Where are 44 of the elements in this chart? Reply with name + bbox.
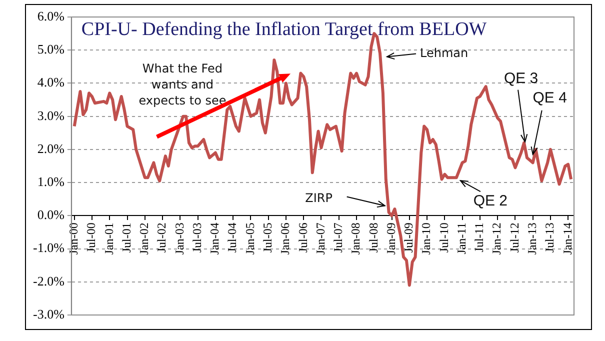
- x-tick-label: Jan-04: [208, 222, 222, 255]
- x-tick-label: Jan-01: [102, 222, 116, 255]
- x-tick-label: Jan-11: [454, 222, 468, 254]
- x-tick-label: Jan-08: [348, 222, 363, 255]
- x-tick-label: Jul-12: [507, 222, 522, 253]
- y-tick-label: 6.0%: [37, 8, 65, 24]
- annotation: QE 3: [504, 70, 538, 87]
- x-tick-label: Jan-05: [242, 222, 257, 255]
- x-tick-label: Jan-13: [525, 222, 540, 255]
- x-tick-label: Jul-00: [84, 222, 98, 253]
- y-tick-label: -3.0%: [32, 306, 65, 322]
- x-tick-label: Jul-03: [190, 222, 204, 253]
- x-tick-label: Jul-06: [296, 222, 310, 253]
- x-tick-label: Jul-11: [472, 222, 486, 252]
- y-tick-label: 2.0%: [37, 140, 65, 156]
- annotation: QE 4: [532, 90, 567, 107]
- annotation: QE 2: [473, 192, 508, 210]
- y-tick-label: 5.0%: [37, 42, 65, 57]
- x-tick-label: Jan-07: [313, 222, 328, 255]
- x-tick-label: Jan-06: [278, 222, 292, 255]
- x-tick-label: Jan-03: [172, 222, 186, 255]
- x-tick-label: Jan-10: [419, 222, 434, 255]
- annotation: Lehman: [420, 46, 468, 60]
- x-tick-label: Jan-12: [490, 222, 504, 255]
- y-tick-label: -2.0%: [32, 273, 65, 288]
- x-tick-label: Jul-09: [402, 222, 416, 253]
- x-tick-label: Jul-08: [366, 222, 380, 253]
- x-tick-label: Jul-13: [542, 222, 557, 253]
- x-tick-label: Jan-14: [560, 222, 574, 255]
- y-tick-label: -1.0%: [32, 240, 65, 256]
- x-tick-label: Jan-09: [384, 222, 398, 255]
- x-tick-label: Jul-02: [154, 222, 169, 253]
- x-tick-label: Jul-05: [260, 222, 274, 253]
- x-tick-label: Jul-01: [119, 222, 134, 253]
- y-tick-label: 3.0%: [37, 108, 65, 123]
- annotation: ZIRP: [305, 190, 333, 205]
- y-tick-label: 1.0%: [37, 174, 65, 189]
- y-tick-label: 0.0%: [37, 207, 65, 222]
- x-tick-label: Jul-04: [225, 222, 240, 253]
- y-tick-label: 4.0%: [37, 74, 65, 90]
- x-tick-label: Jan-02: [137, 222, 152, 255]
- x-tick-label: Jul-07: [331, 222, 346, 253]
- x-tick-label: Jul-10: [436, 222, 451, 253]
- chart-title: CPI-U- Defending the Inflation Target from BELOW: [81, 18, 487, 40]
